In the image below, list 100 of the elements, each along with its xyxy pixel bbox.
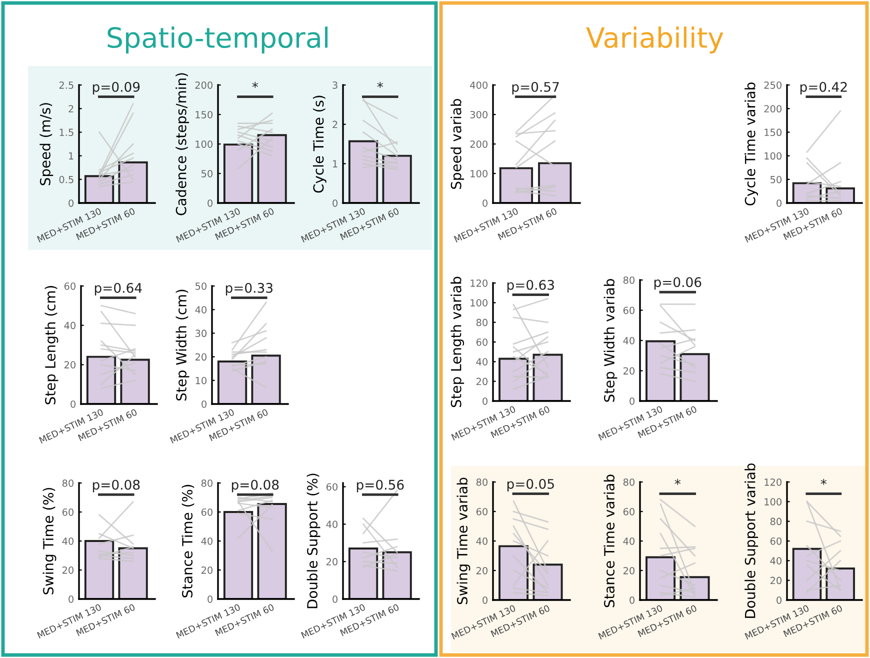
y-tick-label: 250 [764,81,782,89]
y-axis-title: Step Length (cm) [44,286,58,404]
y-tick-label: 60 [326,483,338,491]
y-tick-label: 1.5 [60,128,74,136]
y-tick-label: 60 [476,508,488,516]
y-tick-label: 0 [482,199,488,207]
annotation: p=0.05 [507,478,554,492]
y-tick-label: 0 [482,397,488,405]
y-axis-title: Cycle Time (s) [312,96,326,193]
y-tick-label: 0 [776,596,782,604]
y-axis-title: Step Width variab [604,279,618,402]
y-tick-label: 20 [195,353,206,361]
y-tick-label: 100 [764,152,782,160]
y-tick-label: 60 [64,282,76,290]
annotation: p=0.06 [654,277,702,290]
y-tick-label: 150 [196,110,212,118]
y-tick-label: 40 [623,336,634,344]
annotation: p=0.09 [92,82,140,94]
y-tick-label: 60 [201,508,212,516]
y-tick-label: 50 [196,282,206,290]
annotation: * [377,82,384,88]
y-tick-label: 60 [623,306,634,314]
y-tick-label: 50 [202,170,212,178]
y-tick-label: 80 [201,479,212,487]
y-tick-label: 200 [470,140,488,148]
y-tick-label: 120 [470,279,488,287]
y-tick-label: 0.5 [59,176,74,184]
y-tick-label: 80 [623,276,634,284]
annotation: p=0.42 [800,82,847,94]
y-tick-label: 0 [776,199,782,207]
y-tick-label: 60 [623,508,634,516]
y-tick-label: 100 [470,170,488,178]
text: Spatio-temporal [108,26,328,54]
y-tick-label: 120 [764,478,782,486]
y-tick-label: 100 [196,140,212,148]
annotation: p=0.63 [507,280,554,292]
y-axis-title: Swing Time variab [456,478,470,604]
y-tick-label: 400 [470,81,488,89]
y-axis-title: Cadence (steps/min) [176,73,190,216]
y-tick-label: 150 [764,128,782,136]
y-tick-label: 0 [70,400,76,408]
y-tick-label: 80 [770,518,782,526]
y-tick-label: 40 [476,537,488,545]
y-tick-label: 40 [201,537,212,545]
y-axis-title: Double Support (%) [306,474,320,608]
y-tick-label: 2 [332,120,338,128]
y-axis-title: Speed (m/s) [40,103,54,186]
y-tick-label: 0 [208,199,212,207]
y-tick-label: 1 [69,152,74,160]
y-axis-title: Speed variab [450,98,464,189]
y-tick-label: 80 [62,479,74,487]
y-tick-label: 30 [196,330,206,338]
y-tick-label: 80 [476,478,488,486]
y-axis-title: Step Width (cm) [176,290,190,400]
y-tick-label: 2.5 [59,81,74,89]
y-tick-label: 0 [208,595,212,603]
y-tick-label: 20 [201,566,212,574]
y-tick-label: 0 [630,596,634,604]
y-tick-label: 0 [68,595,74,603]
y-axis-title: Stance Time (%) [182,484,194,598]
y-tick-label: 20 [476,566,488,574]
y-axis-title: Step Length variab [450,276,464,408]
y-tick-label: 50 [770,176,782,184]
y-tick-label: 2 [68,105,74,112]
y-tick-label: 60 [476,338,488,346]
y-tick-label: 0 [68,199,74,207]
y-tick-label: 40 [62,537,74,545]
y-tick-label: 20 [326,558,338,566]
annotation: p=0.57 [512,82,559,94]
y-tick-label: 80 [623,478,634,486]
annotation: * [820,478,827,485]
y-tick-label: 3 [332,81,338,89]
y-tick-label: 100 [470,299,488,306]
y-tick-label: 20 [623,367,634,375]
y-tick-label: 0 [332,199,338,207]
y-tick-label: 80 [476,318,488,326]
y-tick-label: 200 [195,81,212,89]
y-tick-label: 0 [630,397,634,405]
text: Variability [586,26,724,54]
y-tick-label: 40 [623,537,634,545]
y-axis-title: Stance Time variab [604,474,615,608]
y-tick-label: 20 [64,361,76,368]
y-tick-label: 0 [482,596,488,604]
y-tick-label: 60 [770,537,782,545]
annotation: p=0.08 [92,480,140,492]
annotation: p=0.64 [94,282,142,296]
y-tick-label: 40 [476,358,488,366]
y-tick-label: 0 [332,595,338,603]
y-tick-label: 20 [770,576,782,584]
y-tick-label: 40 [326,520,338,528]
y-tick-label: 1 [333,160,338,168]
y-tick-label: 20 [62,566,74,574]
y-tick-label: 40 [770,557,782,564]
y-tick-label: 20 [623,566,634,574]
y-tick-label: 40 [64,322,76,330]
y-tick-label: 0 [202,400,206,408]
annotation: p=0.33 [226,282,272,296]
y-tick-label: 10 [196,376,206,384]
y-tick-label: 40 [195,306,206,314]
y-tick-label: 60 [62,508,74,516]
